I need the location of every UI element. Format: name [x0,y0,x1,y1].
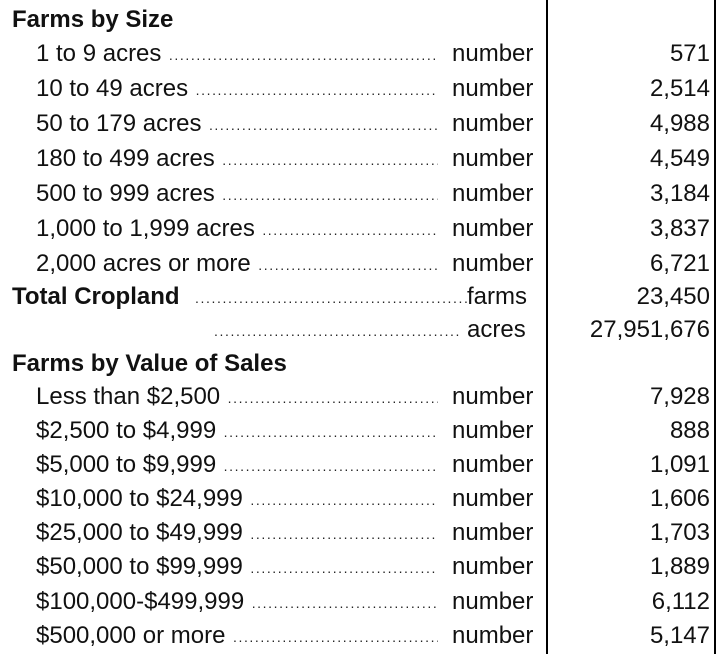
row-label: Less than $2,500 .......................… [36,383,438,410]
total-cropland-farms-row: Total Cropland .........................… [0,280,720,314]
column-divider-left [546,0,548,654]
row-value: 4,988 [649,110,710,137]
row-value: 3,837 [649,215,710,242]
row-label: $50,000 to $99,999 .....................… [36,553,438,580]
table-row: 2,000 acres or more ....................… [0,247,720,281]
table-row: Less than $2,500 .......................… [0,380,720,414]
row-label: $10,000 to $24,999 .....................… [36,485,438,512]
row-unit: number [452,622,534,649]
row-value: 571 [669,40,710,67]
table-row: 10 to 49 acres .........................… [0,72,720,106]
row-label: 2,000 acres or more ....................… [36,250,438,277]
row-value: 1,889 [649,553,710,580]
row-label: $100,000-$499,999 ......................… [36,588,438,615]
total-cropland-acres-row: ........................................… [0,313,720,347]
total-cropland-acres-value: 27,951,676 [589,316,710,343]
row-unit: number [452,110,534,137]
table-row: $2,500 to $4,999 .......................… [0,414,720,448]
row-value: 888 [669,417,710,444]
table-row: $50,000 to $99,999 .....................… [0,550,720,584]
table-row: 500 to 999 acres .......................… [0,177,720,211]
row-label: $2,500 to $4,999 .......................… [36,417,438,444]
table-row: $5,000 to $9,999 .......................… [0,448,720,482]
table-row: $500,000 or more .......................… [0,619,720,653]
row-label: $500,000 or more .......................… [36,622,438,649]
section-heading-row: Farms by Value of Sales [0,347,720,381]
table-row: $10,000 to $24,999 .....................… [0,482,720,516]
section-heading-farms-by-value: Farms by Value of Sales [12,350,287,377]
row-unit: number [452,553,534,580]
column-divider-right [714,0,716,654]
row-unit: number [452,250,534,277]
section-heading-farms-by-size: Farms by Size [12,6,174,33]
row-unit: number [452,215,534,242]
row-label: 50 to 179 acres ........................… [36,110,438,137]
dot-leader: ........................................… [214,323,462,339]
row-label: $5,000 to $9,999 .......................… [36,451,438,478]
row-value: 6,112 [651,588,710,615]
row-value: 1,091 [649,451,710,478]
row-unit: number [452,180,534,207]
row-label: 500 to 999 acres .......................… [36,180,438,207]
row-unit: number [452,417,534,444]
table-row: 1,000 to 1,999 acres ...................… [0,212,720,246]
total-cropland-acres-unit: acres [467,316,526,343]
row-label: 1 to 9 acres ...........................… [36,40,438,67]
row-value: 7,928 [649,383,710,410]
row-value: 6,721 [649,250,710,277]
row-unit: number [452,588,534,615]
row-unit: number [452,451,534,478]
row-unit: number [452,519,534,546]
row-label: 10 to 49 acres .........................… [36,75,438,102]
row-unit: number [452,75,534,102]
row-value: 2,514 [649,75,710,102]
row-unit: number [452,145,534,172]
total-cropland-farms-value: 23,450 [636,283,710,310]
table-row: 180 to 499 acres .......................… [0,142,720,176]
row-unit: number [452,485,534,512]
row-value: 4,549 [649,145,710,172]
total-cropland-label: Total Cropland .........................… [12,283,467,310]
table-row: 50 to 179 acres ........................… [0,107,720,141]
total-cropland-farms-unit: farms [467,283,527,310]
table-row: $100,000-$499,999 ......................… [0,585,720,619]
table-row: 1 to 9 acres ...........................… [0,37,720,71]
row-label: $25,000 to $49,999 .....................… [36,519,438,546]
section-heading-row: Farms by Size [0,3,720,37]
row-unit: number [452,40,534,67]
row-label: 180 to 499 acres .......................… [36,145,438,172]
table-row: $25,000 to $49,999 .....................… [0,516,720,550]
row-value: 3,184 [649,180,710,207]
row-unit: number [452,383,534,410]
row-label: 1,000 to 1,999 acres ...................… [36,215,438,242]
row-value: 1,703 [649,519,710,546]
row-value: 5,147 [649,622,710,649]
row-value: 1,606 [649,485,710,512]
